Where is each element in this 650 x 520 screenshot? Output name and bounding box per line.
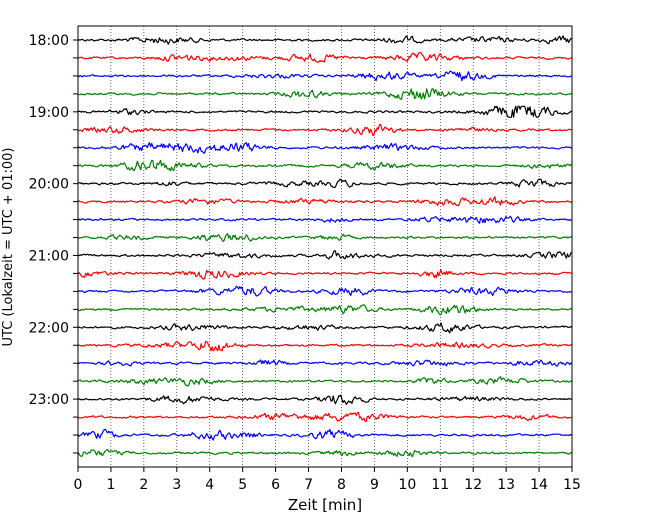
trace-23:45 — [77, 449, 573, 458]
trace-18:15 — [77, 51, 573, 63]
trace-18:00 — [77, 35, 573, 45]
trace-23:15 — [77, 411, 573, 423]
x-axis-label: Zeit [min] — [288, 496, 362, 514]
x-tick-label: 3 — [172, 477, 181, 493]
seismogram-traces — [77, 35, 573, 458]
trace-21:15 — [77, 269, 573, 280]
trace-19:00 — [77, 105, 573, 118]
trace-23:30 — [77, 428, 573, 441]
x-tick-label: 15 — [563, 477, 581, 493]
trace-22:15 — [77, 340, 573, 352]
x-tick-label: 12 — [464, 477, 482, 493]
y-axis-ticks: 18:00 19:00 20:00 21:00 22:00 23:00 — [29, 33, 78, 454]
x-tick-label: 14 — [530, 477, 548, 493]
x-axis-ticks: 0 1 2 3 4 5 6 7 8 9 10 11 12 13 14 15 — [74, 467, 581, 493]
trace-20:45 — [77, 233, 573, 242]
trace-23:00 — [77, 394, 573, 405]
trace-22:00 — [77, 322, 573, 334]
x-tick-label: 8 — [337, 477, 346, 493]
trace-21:45 — [77, 304, 573, 316]
x-tick-label: 9 — [370, 477, 379, 493]
x-tick-label: 2 — [139, 477, 148, 493]
y-tick-label: 21:00 — [29, 248, 69, 264]
trace-19:15 — [77, 123, 573, 136]
x-tick-label: 5 — [238, 477, 247, 493]
x-tick-label: 1 — [106, 477, 115, 493]
trace-20:00 — [77, 178, 573, 189]
trace-19:30 — [77, 142, 573, 154]
y-tick-label: 18:00 — [29, 33, 69, 49]
x-tick-label: 13 — [497, 477, 515, 493]
trace-22:30 — [77, 359, 573, 367]
x-tick-label: 0 — [74, 477, 83, 493]
trace-22:45 — [77, 376, 573, 387]
x-tick-label: 6 — [271, 477, 280, 493]
y-tick-label: 22:00 — [29, 320, 69, 336]
y-axis-label: UTC (Lokalzeit = UTC + 01:00) — [1, 148, 16, 347]
trace-18:45 — [77, 88, 572, 100]
x-tick-label: 10 — [398, 477, 416, 493]
trace-21:30 — [77, 285, 573, 297]
plot-frame — [77, 25, 573, 468]
trace-21:00 — [77, 250, 573, 260]
trace-20:15 — [77, 196, 573, 207]
trace-19:45 — [77, 159, 573, 172]
y-tick-label: 19:00 — [29, 105, 69, 121]
x-tick-label: 7 — [304, 477, 313, 493]
trace-18:30 — [77, 70, 573, 82]
trace-20:30 — [77, 215, 572, 224]
x-tick-label: 4 — [205, 477, 214, 493]
y-tick-label: 20:00 — [29, 177, 69, 193]
y-tick-label: 23:00 — [29, 392, 69, 408]
x-tick-label: 11 — [431, 477, 449, 493]
